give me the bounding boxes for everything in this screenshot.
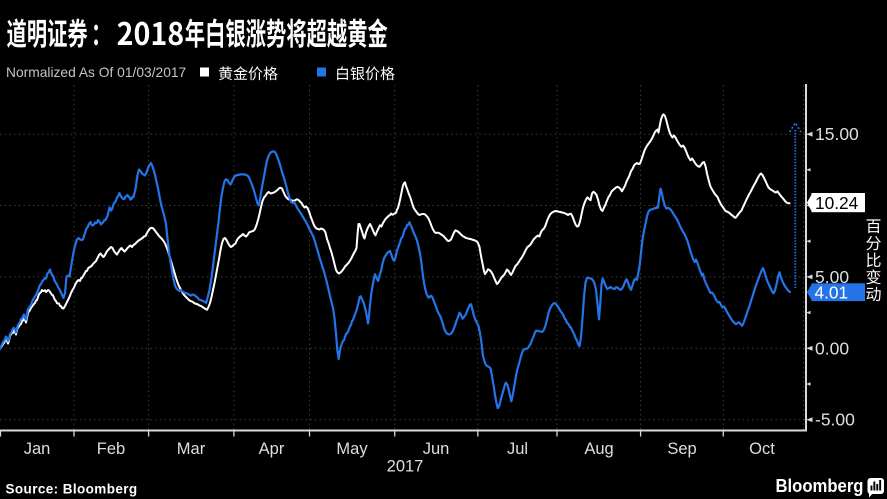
- svg-text:Sep: Sep: [667, 440, 696, 458]
- svg-text:-5.00: -5.00: [815, 410, 855, 430]
- svg-text:Bloomberg: Bloomberg: [776, 476, 864, 496]
- svg-text:15.00: 15.00: [815, 124, 859, 144]
- svg-text:Aug: Aug: [584, 440, 613, 458]
- svg-text:May: May: [336, 440, 368, 458]
- svg-text:Jan: Jan: [24, 440, 51, 458]
- svg-text:10.24: 10.24: [815, 193, 859, 213]
- svg-text:Apr: Apr: [259, 440, 285, 458]
- svg-text:Normalized As Of 01/03/2017: Normalized As Of 01/03/2017: [6, 65, 186, 80]
- svg-text:2017: 2017: [387, 458, 424, 476]
- svg-text:Jul: Jul: [507, 440, 528, 458]
- svg-text:4.01: 4.01: [815, 282, 849, 302]
- svg-text:Feb: Feb: [97, 440, 125, 458]
- svg-text:Oct: Oct: [749, 440, 775, 458]
- svg-text:0.00: 0.00: [815, 338, 849, 358]
- svg-text:Source: Bloomberg: Source: Bloomberg: [6, 482, 138, 497]
- svg-text:Mar: Mar: [177, 440, 206, 458]
- svg-text:5.00: 5.00: [815, 267, 849, 287]
- svg-text:Jun: Jun: [423, 440, 450, 458]
